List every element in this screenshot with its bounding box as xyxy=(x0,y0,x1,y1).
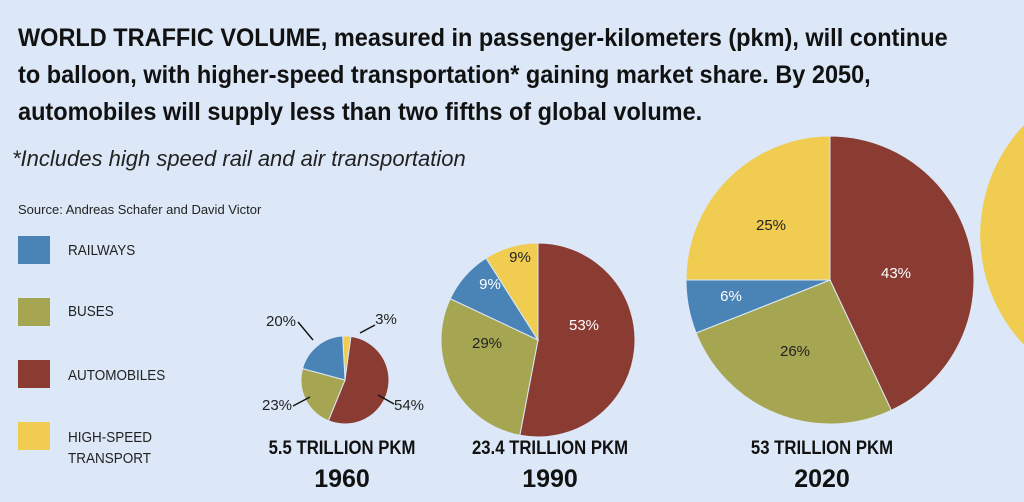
legend-label-buses: BUSES xyxy=(68,303,114,320)
pie-1990: 53% 29% 9% 9% xyxy=(440,242,636,438)
legend-label-railways: RAILWAYS xyxy=(68,242,136,259)
legend-swatch-buses xyxy=(18,298,50,326)
pie-1960: 3% 54% 23% 20% xyxy=(262,311,424,425)
year-label-1990: 1990 xyxy=(522,465,578,493)
leader-line-1960-buses xyxy=(292,396,311,407)
slice-label-1960-railways: 20% xyxy=(266,313,296,330)
year-label-2020: 2020 xyxy=(794,465,850,493)
legend-label-automobiles: AUTOMOBILES xyxy=(68,367,166,384)
slice-label-1990-high-speed-transport: 9% xyxy=(509,249,531,266)
pie-slice-1990-high-speed-transport xyxy=(485,242,539,342)
legend-swatch-railways xyxy=(18,236,50,264)
legend-swatch-automobiles xyxy=(18,360,50,388)
leader-line-1960-railways xyxy=(297,321,314,341)
pie-2020: 43% 26% 6% 25% xyxy=(685,135,975,425)
slice-label-2020-high-speed-transport: 25% xyxy=(756,217,786,234)
legend-swatch-high-speed-transport xyxy=(18,422,50,450)
pie-slice-1990-buses xyxy=(440,298,539,436)
slice-label-2020-automobiles: 43% xyxy=(881,265,911,282)
legend-label-high-speed-transport: HIGH-SPEED TRANSPORT xyxy=(68,429,153,467)
footnote: *Includes high speed rail and air transp… xyxy=(12,146,466,171)
slice-label-1960-automobiles: 54% xyxy=(394,397,424,414)
chart-title: WORLD TRAFFIC VOLUME, measured in passen… xyxy=(18,24,948,126)
pie-slice-2020-buses xyxy=(695,279,892,425)
cropped-pie-edge xyxy=(980,125,1024,345)
pie-slice-2020-high-speed-transport xyxy=(685,135,831,281)
slice-label-1990-railways: 9% xyxy=(479,276,501,293)
pie-slice-1960-railways xyxy=(301,335,346,381)
total-label-1990: 23.4 TRILLION PKM xyxy=(471,438,629,459)
year-label-1960: 1960 xyxy=(314,465,370,493)
slice-label-1990-automobiles: 53% xyxy=(569,317,599,334)
pie-slice-2020-automobiles xyxy=(829,135,975,411)
total-label-2020: 53 TRILLION PKM xyxy=(750,438,894,459)
leader-line-1960-automobiles xyxy=(377,394,395,405)
slice-label-2020-railways: 6% xyxy=(720,288,742,305)
slice-label-1960-high-speed-transport: 3% xyxy=(375,311,397,328)
slice-label-1960-buses: 23% xyxy=(262,397,292,414)
pie-slice-1960-automobiles xyxy=(327,335,390,425)
leader-line-1960-high-speed-transport xyxy=(359,324,376,334)
total-label-1960: 5.5 TRILLION PKM xyxy=(268,438,416,459)
slice-label-2020-buses: 26% xyxy=(780,343,810,360)
source-credit: Source: Andreas Schafer and David Victor xyxy=(18,202,262,217)
pie-slice-1990-automobiles xyxy=(519,242,636,438)
slice-label-1990-buses: 29% xyxy=(472,335,502,352)
